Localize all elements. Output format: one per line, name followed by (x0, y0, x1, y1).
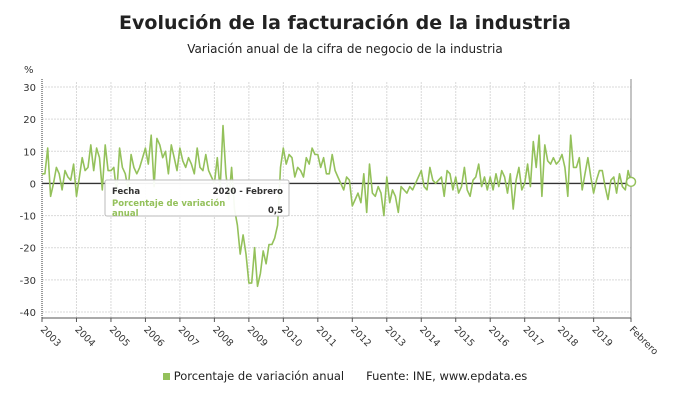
y-tick-label: -30 (20, 276, 36, 287)
y-tick-label: -40 (20, 308, 36, 319)
tooltip-date-label: Fecha (112, 187, 140, 197)
tooltip: Fecha 2020 - Febrero Porcentaje de varia… (104, 179, 290, 219)
y-tick-label: 20 (23, 115, 36, 126)
tooltip-series-label-2: anual (112, 209, 139, 219)
x-tick-label: 2015 (452, 324, 477, 349)
x-tick-label: 2014 (417, 324, 442, 349)
x-tick-label: 2011 (314, 324, 339, 349)
x-tick-label: 2009 (245, 324, 270, 349)
x-tick-label: 2003 (38, 324, 63, 349)
x-tick-label: Febrero (627, 324, 660, 357)
source-note: Fuente: INE, www.epdata.es (366, 369, 528, 383)
last-data-point-marker[interactable] (625, 176, 637, 188)
series-line (42, 124, 632, 288)
tooltip-series-label: Porcentaje de variación (112, 198, 225, 209)
x-tick-label: 2005 (107, 324, 132, 349)
legend-item[interactable]: Porcentaje de variación anual (173, 369, 345, 383)
x-tick-label: 2008 (210, 324, 235, 349)
x-tick-label: 2017 (521, 324, 546, 349)
legend-swatch (162, 373, 170, 380)
x-tick-label: 2004 (72, 324, 97, 349)
tooltip-value: 0,5 (268, 206, 283, 216)
chart-title: Evolución de la facturación de la indust… (119, 12, 571, 34)
y-tick-label: -20 (20, 244, 36, 255)
y-axis: 30 20 10 0 -10 -20 -30 -40 (20, 79, 43, 319)
y-axis-unit: % (24, 65, 34, 76)
x-tick-label: 2007 (176, 324, 201, 349)
x-tick-label: 2016 (486, 324, 511, 349)
x-tick-label: 2006 (141, 324, 166, 349)
chart-subtitle: Variación anual de la cifra de negocio d… (187, 42, 503, 56)
x-tick-label: 2018 (555, 324, 580, 349)
tooltip-date-value: 2020 - Febrero (213, 187, 284, 197)
y-tick-label: -10 (20, 212, 36, 223)
x-tick-label: 2010 (279, 324, 304, 349)
x-tick-label: 2012 (348, 324, 373, 349)
x-tick-label: 2019 (590, 324, 615, 349)
x-axis: 2003 2004 2005 2006 2007 2008 2009 2010 2011 2012… (38, 317, 660, 358)
x-tick-label: 2013 (383, 324, 408, 349)
legend: Porcentaje de variación anual Fuente: INE… (0, 369, 690, 383)
y-tick-label: 10 (23, 147, 36, 158)
y-tick-label: 0 (30, 179, 36, 190)
tooltip-box (104, 179, 290, 217)
y-tick-label: 30 (23, 83, 36, 94)
